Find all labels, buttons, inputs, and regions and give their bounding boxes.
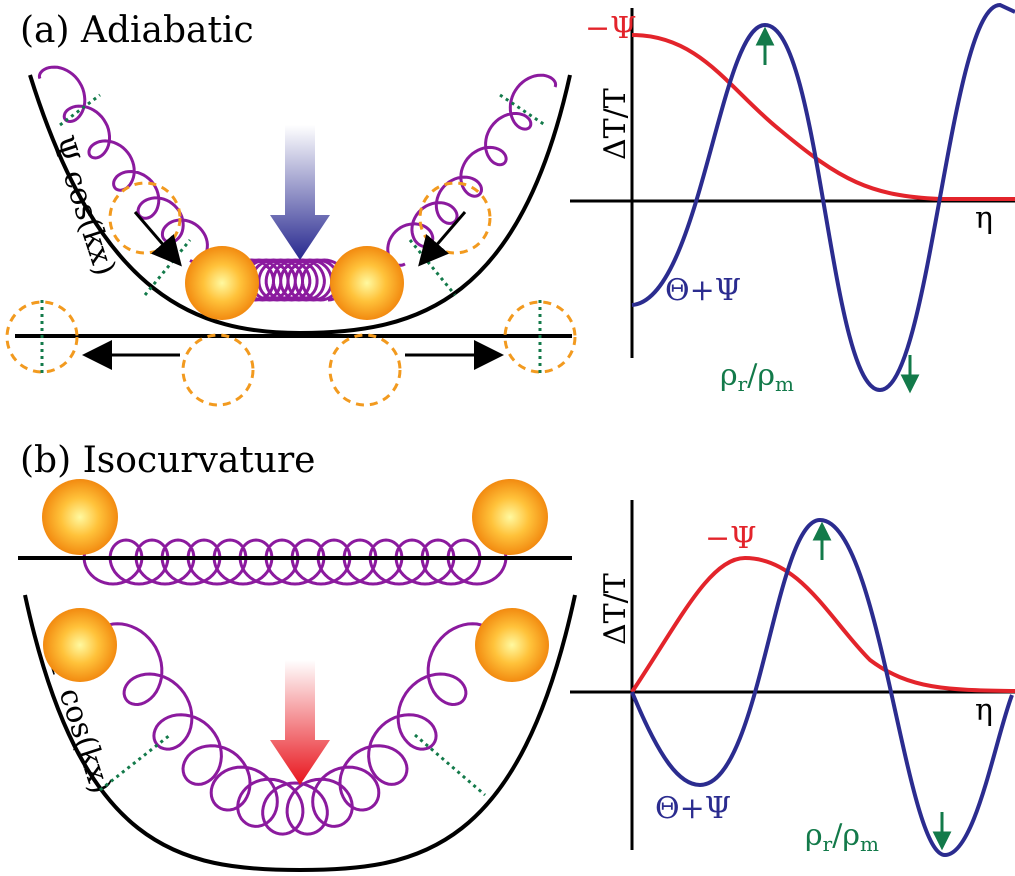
panel-title: (b) Isocurvature [20, 440, 315, 481]
green-arrows [755, 26, 920, 394]
spring [386, 73, 558, 267]
temperature-curve [630, 517, 1014, 858]
ball [475, 608, 549, 682]
spring [92, 622, 498, 836]
potential-label: Ψ cos(kx) [44, 132, 122, 280]
dotted-lines [99, 733, 486, 797]
ball [42, 479, 118, 555]
dashed-balls [5, 181, 577, 407]
green-arrows [812, 521, 952, 851]
temperature-curve-label: Θ+Ψ [665, 273, 741, 308]
x-axis-label: η [975, 201, 993, 236]
axes [570, 500, 1015, 850]
ball [472, 479, 548, 555]
ball [330, 246, 404, 320]
y-axis-label: ΔT/T [598, 88, 633, 160]
x-axis-label: η [975, 693, 993, 728]
gravity-arrow [270, 125, 330, 260]
ball [185, 246, 259, 320]
potential-well [23, 594, 577, 873]
panel-title: (a) Adiabatic [20, 10, 254, 51]
spring [82, 538, 508, 586]
potential-curve-label: −Ψ [705, 521, 756, 556]
potential-curve [630, 555, 1015, 694]
ratio-label: ρr/ρm [720, 358, 794, 396]
temperature-curve [631, 2, 1015, 393]
potential-curve-label: −Ψ [585, 11, 636, 46]
gravity-arrow [270, 660, 330, 785]
arrows [82, 211, 504, 370]
dotted-lines [40, 93, 546, 375]
potential-curve [631, 33, 1015, 201]
ratio-label: ρr/ρm [805, 818, 879, 856]
temperature-curve-label: Θ+Ψ [655, 791, 731, 826]
ball [43, 608, 117, 682]
potential-well [28, 74, 572, 336]
y-axis-label: ΔT/T [598, 573, 633, 645]
spring [228, 258, 348, 302]
